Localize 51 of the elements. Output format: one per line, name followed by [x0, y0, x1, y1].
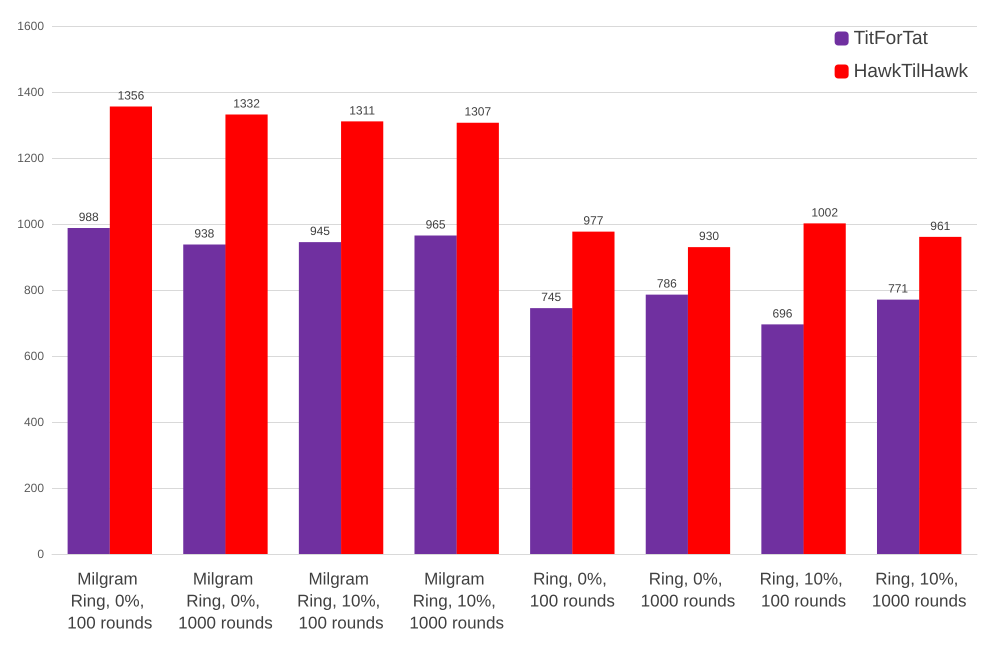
x-tick-label: Milgram Ring, 10%, 1000 rounds	[409, 570, 504, 632]
bar	[761, 324, 804, 554]
data-label: 988	[78, 210, 100, 224]
data-label: 965	[426, 218, 446, 232]
data-label: 938	[194, 226, 215, 240]
x-tick-label: Milgram Ring, 10%, 100 rounds	[297, 570, 386, 632]
y-tick-label: 1200	[17, 151, 44, 165]
bar	[298, 242, 342, 554]
bar	[341, 121, 384, 554]
x-tick-label: Ring, 0%, 100 rounds	[530, 570, 615, 610]
x-tick-label: Ring, 10%, 1000 rounds	[872, 570, 966, 610]
legend-label: HawkTilHawk	[854, 61, 968, 82]
x-tick-label: Milgram Ring, 0%, 1000 rounds	[178, 570, 273, 632]
y-tick-label: 800	[24, 283, 44, 297]
y-tick-label: 400	[24, 415, 44, 429]
data-label: 771	[888, 282, 908, 296]
data-label: 696	[772, 306, 793, 320]
data-label: 945	[310, 224, 330, 238]
x-tick-label: Milgram Ring, 0%, 100 rounds	[67, 570, 152, 632]
y-tick-label: 600	[24, 349, 44, 363]
x-tick-label: Ring, 10%, 100 rounds	[760, 570, 848, 610]
data-label: 1311	[349, 103, 376, 118]
bar	[225, 114, 268, 554]
legend-label: TitForTat	[854, 28, 929, 49]
data-label: 961	[930, 218, 951, 233]
bar	[572, 232, 615, 554]
bar	[919, 236, 962, 554]
data-label: 1307	[464, 104, 492, 119]
bar	[414, 236, 457, 554]
data-label: 977	[583, 214, 604, 228]
data-label: 786	[656, 276, 678, 291]
data-label: 1002	[811, 205, 838, 220]
data-label: 1356	[118, 88, 145, 103]
bar	[530, 308, 572, 554]
bar	[804, 223, 846, 554]
x-tick-label: Ring, 0%, 1000 rounds	[640, 570, 736, 610]
data-label: 930	[699, 229, 720, 244]
bar	[456, 122, 499, 554]
y-tick-label: 1600	[17, 19, 44, 33]
y-tick-label: 1400	[17, 85, 44, 99]
y-tick-label: 1000	[17, 217, 44, 231]
data-label: 745	[541, 290, 562, 304]
data-label: 1332	[233, 96, 260, 110]
y-tick-label: 0	[37, 547, 44, 561]
bar	[110, 106, 152, 554]
bar	[876, 300, 920, 554]
bar	[183, 244, 226, 554]
bar	[688, 247, 730, 554]
y-tick-label: 200	[24, 481, 44, 495]
bar	[646, 294, 688, 554]
bar	[68, 228, 110, 554]
